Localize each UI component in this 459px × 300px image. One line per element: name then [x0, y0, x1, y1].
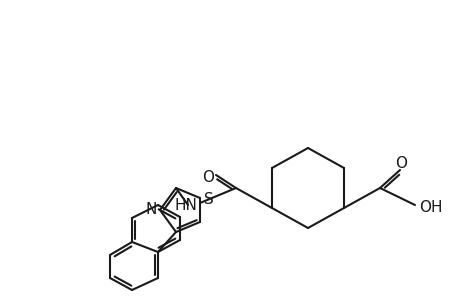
Text: HN: HN: [174, 197, 197, 212]
Text: O: O: [202, 170, 213, 185]
Text: S: S: [204, 191, 213, 206]
Text: N: N: [145, 202, 157, 217]
Text: OH: OH: [418, 200, 442, 214]
Text: O: O: [394, 155, 406, 170]
